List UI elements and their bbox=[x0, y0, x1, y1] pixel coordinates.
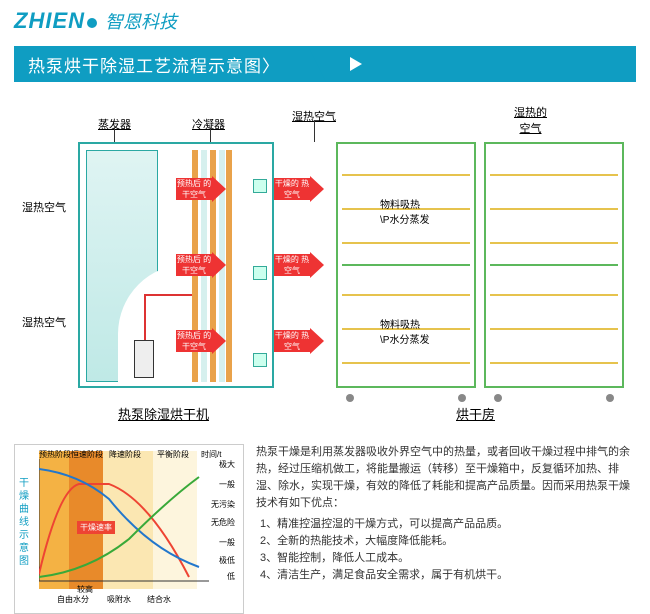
logo-header: ZHIEN 智恩科技 bbox=[0, 0, 650, 38]
hot-arrow-internal: 预热后 的干空气 bbox=[176, 252, 228, 278]
drying-cabinet: 物料吸热 \P水分蒸发 物料吸热 \P水分蒸发 bbox=[336, 142, 476, 388]
hot-arrow-internal: 预热后 的干空气 bbox=[176, 328, 228, 354]
hot-arrow-out: 干燥的 热空气 bbox=[274, 176, 326, 202]
chart-curves bbox=[39, 459, 219, 589]
compressor-icon bbox=[134, 340, 154, 378]
notes-intro: 热泵干燥是利用蒸发器吸收外界空气中的热量，或者回收干燥过程中排气的余热，经过压缩… bbox=[256, 444, 636, 512]
drying-cabinet bbox=[484, 142, 624, 388]
label-condenser: 冷凝器 bbox=[192, 116, 225, 132]
label-humid-left-bot: 湿热空气 bbox=[22, 314, 66, 330]
logo-en: ZHIEN bbox=[14, 8, 97, 34]
label-humid-air-right: 湿热的 空气 bbox=[514, 104, 547, 136]
process-diagram: 蒸发器 冷凝器 湿热空气 湿热的 空气 湿热空气 湿热空气 预热后 的干空气 预… bbox=[14, 104, 636, 434]
drying-curve-chart: 干 燥 曲 线 示 意 图 预热阶段 恒速阶段 降速阶段 平衡阶段 时间/t 干… bbox=[14, 444, 244, 614]
notes-list: 1、精准控温控湿的干燥方式，可以提高产品品质。 2、全新的热能技术，大幅度降低能… bbox=[256, 516, 636, 584]
hot-arrow-out: 干燥的 热空气 bbox=[274, 252, 326, 278]
bottom-section: 干 燥 曲 线 示 意 图 预热阶段 恒速阶段 降速阶段 平衡阶段 时间/t 干… bbox=[14, 444, 636, 614]
material-text: 物料吸热 \P水分蒸发 bbox=[380, 196, 429, 226]
material-text: 物料吸热 \P水分蒸发 bbox=[380, 316, 429, 346]
logo-cn: 智恩科技 bbox=[105, 8, 177, 34]
notes-item: 2、全新的热能技术，大幅度降低能耗。 bbox=[256, 533, 636, 550]
hot-arrow-internal: 预热后 的干空气 bbox=[176, 176, 228, 202]
notes-panel: 热泵干燥是利用蒸发器吸收外界空气中的热量，或者回收干燥过程中排气的余热，经过压缩… bbox=[256, 444, 636, 614]
hot-arrow-out: 干燥的 热空气 bbox=[274, 328, 326, 354]
notes-item: 1、精准控温控湿的干燥方式，可以提高产品品质。 bbox=[256, 516, 636, 533]
play-icon bbox=[350, 57, 362, 71]
chart-side-title: 干 燥 曲 线 示 意 图 bbox=[19, 477, 29, 568]
notes-item: 4、清洁生产，满足食品安全需求，属于有机烘干。 bbox=[256, 567, 636, 584]
fan-icon bbox=[253, 179, 267, 193]
caption-dehumidifier: 热泵除湿烘干机 bbox=[118, 404, 209, 423]
fan-column bbox=[252, 142, 268, 404]
fan-icon bbox=[253, 266, 267, 280]
chart-tag: 干燥速率 bbox=[77, 521, 115, 534]
notes-item: 3、智能控制，降低人工成本。 bbox=[256, 550, 636, 567]
title-text: 热泵烘干除湿工艺流程示意图〉 bbox=[14, 46, 308, 82]
label-humid-left-top: 湿热空气 bbox=[22, 199, 66, 215]
fan-icon bbox=[253, 353, 267, 367]
caption-dry-room: 烘干房 bbox=[456, 404, 495, 423]
title-bar: 热泵烘干除湿工艺流程示意图〉 bbox=[14, 46, 636, 82]
